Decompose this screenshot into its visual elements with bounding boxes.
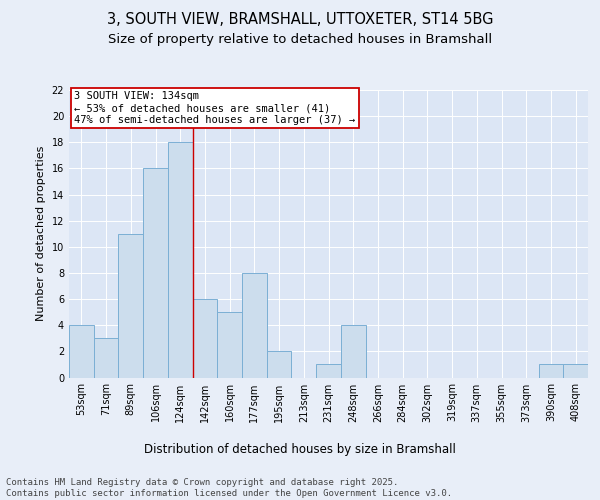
Bar — [118, 234, 143, 378]
Bar — [143, 168, 168, 378]
Bar — [242, 273, 267, 378]
Bar — [316, 364, 341, 378]
Y-axis label: Number of detached properties: Number of detached properties — [36, 146, 46, 322]
Text: 3, SOUTH VIEW, BRAMSHALL, UTTOXETER, ST14 5BG: 3, SOUTH VIEW, BRAMSHALL, UTTOXETER, ST1… — [107, 12, 493, 28]
Bar — [94, 338, 118, 378]
Text: 3 SOUTH VIEW: 134sqm
← 53% of detached houses are smaller (41)
47% of semi-detac: 3 SOUTH VIEW: 134sqm ← 53% of detached h… — [74, 92, 355, 124]
Bar — [563, 364, 588, 378]
Text: Contains HM Land Registry data © Crown copyright and database right 2025.
Contai: Contains HM Land Registry data © Crown c… — [6, 478, 452, 498]
Bar — [168, 142, 193, 378]
Bar — [69, 325, 94, 378]
Text: Distribution of detached houses by size in Bramshall: Distribution of detached houses by size … — [144, 442, 456, 456]
Bar — [341, 325, 365, 378]
Bar — [267, 352, 292, 378]
Bar — [193, 299, 217, 378]
Bar — [539, 364, 563, 378]
Bar — [217, 312, 242, 378]
Text: Size of property relative to detached houses in Bramshall: Size of property relative to detached ho… — [108, 32, 492, 46]
